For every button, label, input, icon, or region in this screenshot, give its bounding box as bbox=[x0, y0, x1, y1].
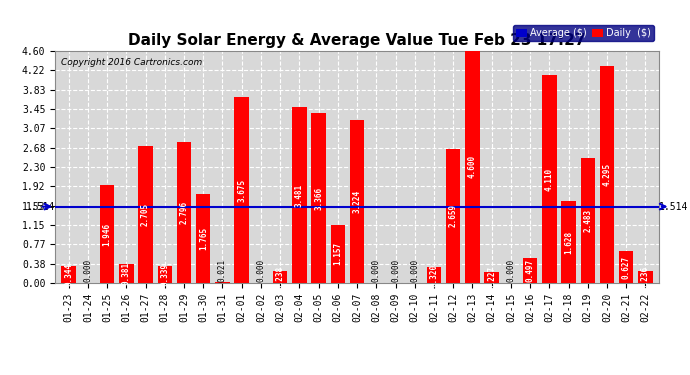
Bar bbox=[139, 146, 152, 283]
Bar bbox=[523, 258, 538, 283]
Text: 4.295: 4.295 bbox=[602, 163, 611, 186]
Text: 0.238: 0.238 bbox=[276, 266, 285, 289]
Title: Daily Solar Energy & Average Value Tue Feb 23 17:27: Daily Solar Energy & Average Value Tue F… bbox=[128, 33, 586, 48]
Text: 1.157: 1.157 bbox=[333, 242, 342, 266]
Text: 0.000: 0.000 bbox=[83, 259, 92, 282]
Text: 0.000: 0.000 bbox=[411, 259, 420, 282]
Bar bbox=[465, 51, 480, 283]
Bar bbox=[331, 225, 345, 283]
Text: 1.765: 1.765 bbox=[199, 227, 208, 250]
Text: 0.497: 0.497 bbox=[526, 259, 535, 282]
Bar bbox=[350, 120, 364, 283]
Bar bbox=[100, 185, 115, 283]
Bar bbox=[196, 194, 210, 283]
Bar bbox=[600, 66, 614, 283]
Legend: Average ($), Daily  ($): Average ($), Daily ($) bbox=[513, 25, 654, 41]
Bar bbox=[119, 264, 134, 283]
Bar bbox=[157, 266, 172, 283]
Bar bbox=[638, 271, 653, 283]
Bar bbox=[562, 201, 575, 283]
Text: 4.110: 4.110 bbox=[545, 168, 554, 191]
Text: Copyright 2016 Cartronics.com: Copyright 2016 Cartronics.com bbox=[61, 58, 202, 67]
Bar bbox=[235, 98, 249, 283]
Bar bbox=[580, 158, 595, 283]
Text: 0.320: 0.320 bbox=[429, 264, 438, 286]
Text: 1.514: 1.514 bbox=[26, 202, 55, 211]
Text: 0.227: 0.227 bbox=[487, 266, 496, 289]
Text: 3.366: 3.366 bbox=[314, 186, 323, 210]
Bar bbox=[446, 149, 460, 283]
Bar bbox=[619, 251, 633, 283]
Text: 0.021: 0.021 bbox=[218, 259, 227, 282]
Text: 1.514: 1.514 bbox=[659, 202, 689, 211]
Text: 0.381: 0.381 bbox=[122, 262, 131, 285]
Bar bbox=[484, 272, 499, 283]
Text: 3.224: 3.224 bbox=[353, 190, 362, 213]
Text: 0.236: 0.236 bbox=[641, 266, 650, 289]
Text: 2.659: 2.659 bbox=[448, 204, 457, 228]
Text: 4.600: 4.600 bbox=[468, 155, 477, 178]
Text: 2.796: 2.796 bbox=[179, 201, 188, 224]
Bar bbox=[311, 113, 326, 283]
Text: 2.483: 2.483 bbox=[583, 209, 592, 232]
Bar bbox=[292, 107, 306, 283]
Bar bbox=[177, 142, 191, 283]
Text: 0.000: 0.000 bbox=[257, 259, 266, 282]
Bar bbox=[273, 271, 287, 283]
Text: 1.946: 1.946 bbox=[103, 222, 112, 246]
Bar bbox=[61, 266, 76, 283]
Text: 1.628: 1.628 bbox=[564, 230, 573, 254]
Bar bbox=[427, 267, 441, 283]
Bar bbox=[215, 282, 230, 283]
Text: 0.000: 0.000 bbox=[372, 259, 381, 282]
Text: 0.344: 0.344 bbox=[64, 263, 73, 286]
Text: 3.675: 3.675 bbox=[237, 179, 246, 202]
Text: 2.705: 2.705 bbox=[141, 203, 150, 226]
Text: 0.000: 0.000 bbox=[391, 259, 400, 282]
Text: 0.000: 0.000 bbox=[506, 259, 515, 282]
Text: 3.481: 3.481 bbox=[295, 184, 304, 207]
Text: 0.627: 0.627 bbox=[622, 256, 631, 279]
Bar bbox=[542, 75, 557, 283]
Text: 0.339: 0.339 bbox=[160, 263, 169, 286]
